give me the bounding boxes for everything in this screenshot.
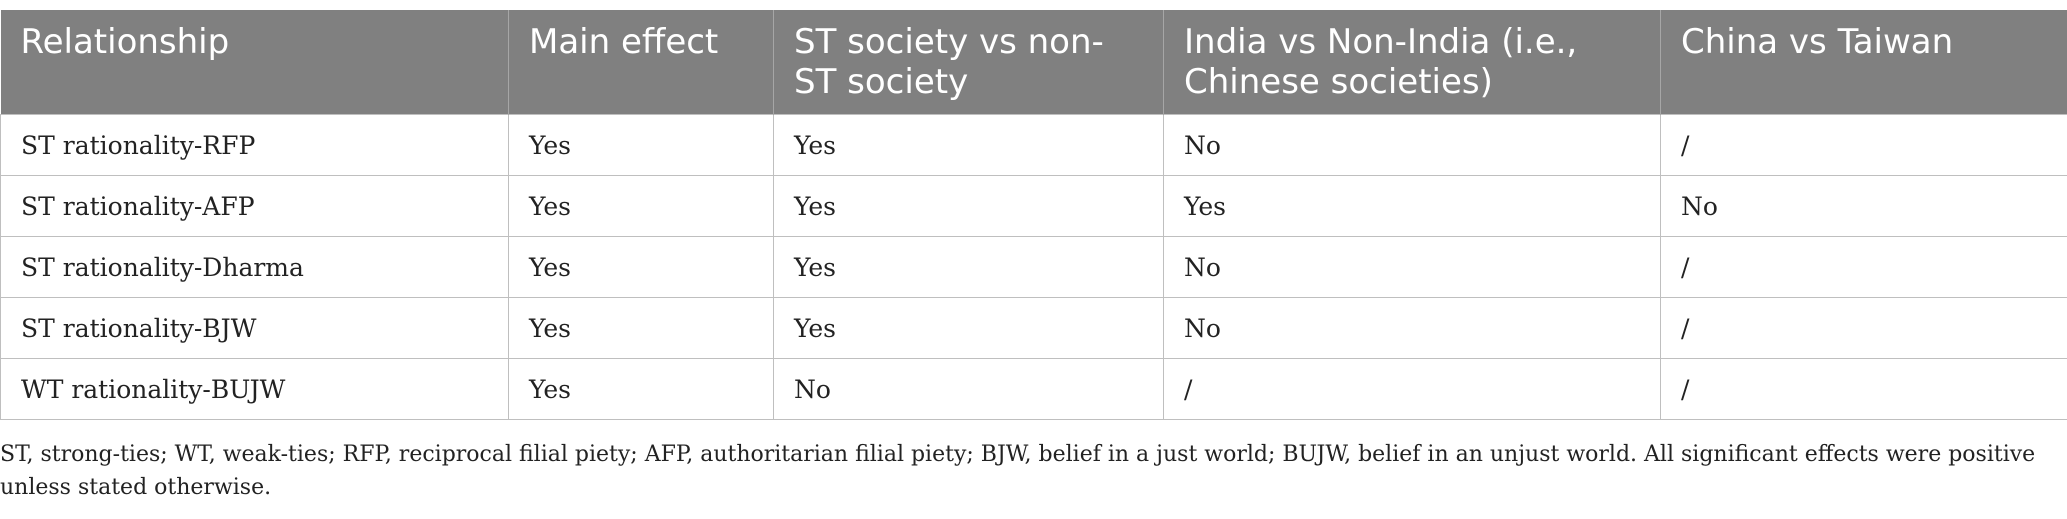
table-cell: No [1660,175,2067,237]
table-cell: ST rationality-RFP [0,114,509,176]
table-header: Relationship Main effect ST society vs n… [0,10,2067,115]
table-cell: Yes [1163,175,1661,237]
table-row: WT rationality-BUJW Yes No / / [0,358,2067,420]
table-cell: No [1163,236,1661,298]
table-row: ST rationality-RFP Yes Yes No / [0,114,2067,176]
table-body: ST rationality-RFP Yes Yes No / ST ratio… [0,114,2067,420]
table-cell: Yes [773,114,1164,176]
header-st-society: ST society vs non-ST society [773,10,1164,115]
header-china-vs-taiwan: China vs Taiwan [1660,10,2067,115]
header-main-effect: Main effect [508,10,774,115]
table-cell: Yes [508,175,774,237]
results-table: Relationship Main effect ST society vs n… [0,10,2067,420]
header-relationship: Relationship [0,10,509,115]
table-cell: Yes [773,175,1164,237]
table-cell: Yes [773,297,1164,359]
table-cell: WT rationality-BUJW [0,358,509,420]
header-row: Relationship Main effect ST society vs n… [0,10,2067,115]
table-cell: / [1163,358,1661,420]
table-cell: / [1660,297,2067,359]
table-cell: Yes [508,358,774,420]
table-footnote: ST, strong-ties; WT, weak-ties; RFP, rec… [0,442,2036,500]
table-cell: ST rationality-BJW [0,297,509,359]
table-row: ST rationality-AFP Yes Yes Yes No [0,175,2067,237]
table-cell: Yes [508,114,774,176]
table-cell: / [1660,236,2067,298]
table-cell: Yes [508,297,774,359]
table-cell: ST rationality-AFP [0,175,509,237]
header-india-vs-non-india: India vs Non-India (i.e., Chinese societ… [1163,10,1661,115]
table-cell: Yes [773,236,1164,298]
table-cell: Yes [508,236,774,298]
table-cell: No [1163,114,1661,176]
results-table-container: Relationship Main effect ST society vs n… [0,10,2067,420]
table-cell: ST rationality-Dharma [0,236,509,298]
table-cell: / [1660,358,2067,420]
table-cell: / [1660,114,2067,176]
table-row: ST rationality-Dharma Yes Yes No / [0,236,2067,298]
table-cell: No [773,358,1164,420]
table-row: ST rationality-BJW Yes Yes No / [0,297,2067,359]
table-cell: No [1163,297,1661,359]
